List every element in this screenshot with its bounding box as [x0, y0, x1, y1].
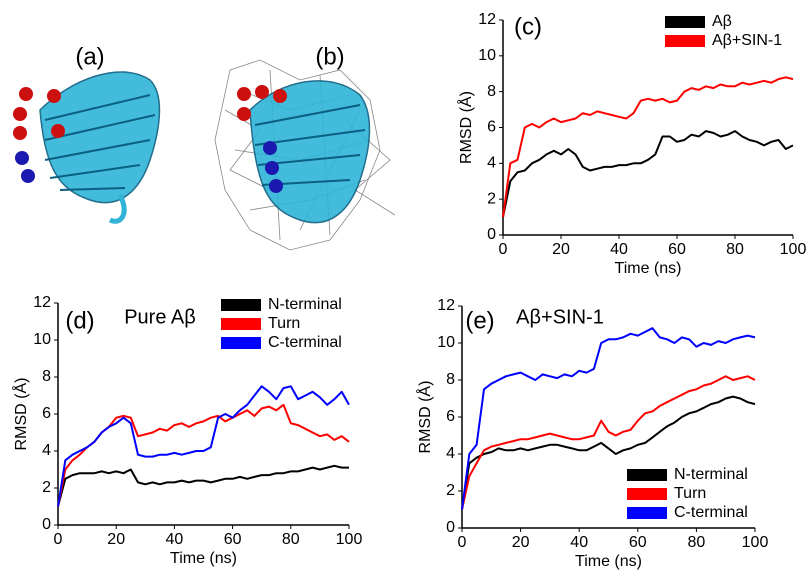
molecule-a: (a): [13, 43, 161, 224]
y-tick-label: 4: [487, 155, 496, 172]
y-axis-label: RMSD (Å): [456, 91, 475, 164]
x-tick-label: 100: [336, 531, 363, 548]
y-axis-label: RMSD (Å): [415, 381, 434, 454]
x-tick-label: 40: [570, 534, 588, 551]
y-tick-label: 6: [487, 119, 496, 136]
legend-swatch: [627, 488, 667, 500]
y-axis-label: RMSD (Å): [11, 378, 30, 451]
y-tick-label: 2: [42, 479, 51, 496]
legend-swatch: [665, 35, 705, 47]
chart-title: (e): [465, 307, 494, 334]
y-tick-label: 2: [487, 190, 496, 207]
x-tick-label: 60: [629, 534, 647, 551]
chart-title: (c): [514, 13, 542, 40]
x-tick-label: 80: [688, 534, 706, 551]
molecule-b: (b): [214, 43, 396, 251]
legend-label: C-terminal: [268, 334, 342, 351]
legend-label: Aβ: [712, 13, 732, 30]
legend-swatch: [221, 299, 261, 311]
y-tick-label: 8: [42, 368, 51, 385]
y-tick-label: 4: [42, 442, 51, 459]
series-line: [502, 76, 794, 218]
x-tick-label: 80: [282, 531, 300, 548]
x-tick-label: 0: [458, 534, 467, 551]
panel-label: (a): [75, 43, 104, 70]
x-tick-label: 20: [552, 241, 570, 258]
x-tick-label: 0: [499, 241, 508, 258]
x-tick-label: 60: [668, 241, 686, 258]
y-tick-label: 12: [33, 294, 51, 311]
y-tick-label: 12: [478, 11, 496, 28]
legend-swatch: [221, 337, 261, 349]
x-tick-label: 60: [224, 531, 242, 548]
series-line: [461, 375, 756, 510]
legend-label: C-terminal: [674, 504, 748, 521]
legend-swatch: [221, 318, 261, 330]
legend-label: N-terminal: [268, 296, 342, 313]
y-tick-label: 8: [446, 371, 455, 388]
x-tick-label: 100: [780, 241, 807, 258]
legend-swatch: [665, 16, 705, 28]
x-tick-label: 40: [166, 531, 184, 548]
series-line: [461, 327, 756, 510]
y-tick-label: 0: [487, 226, 496, 243]
y-tick-label: 8: [487, 83, 496, 100]
legend-swatch: [627, 469, 667, 481]
x-tick-label: 80: [726, 241, 744, 258]
y-tick-label: 2: [446, 482, 455, 499]
chart-title: (d): [65, 307, 94, 334]
y-tick-label: 12: [437, 297, 455, 314]
y-tick-label: 4: [446, 445, 455, 462]
series-line: [502, 130, 794, 218]
series-line: [57, 464, 349, 507]
legend-label: N-terminal: [674, 466, 748, 483]
legend-label: Turn: [674, 485, 706, 502]
legend-swatch: [627, 507, 667, 519]
series-line: [461, 395, 756, 510]
x-tick-label: 20: [512, 534, 530, 551]
x-tick-label: 40: [610, 241, 628, 258]
y-tick-label: 10: [478, 47, 496, 64]
x-axis-label: Time (ns): [170, 550, 237, 567]
legend-label: Aβ+SIN-1: [712, 32, 782, 49]
y-tick-label: 10: [437, 334, 455, 351]
x-axis-label: Time (ns): [575, 553, 642, 570]
y-tick-label: 6: [42, 405, 51, 422]
y-tick-label: 6: [446, 408, 455, 425]
y-tick-label: 0: [446, 519, 455, 536]
x-axis-label: Time (ns): [615, 260, 682, 277]
x-tick-label: 20: [107, 531, 125, 548]
y-tick-label: 0: [42, 516, 51, 533]
y-tick-label: 10: [33, 331, 51, 348]
x-tick-label: 0: [54, 531, 63, 548]
chart-subtitle: Pure Aβ: [124, 306, 196, 328]
series-line: [57, 385, 350, 507]
legend-label: Turn: [268, 315, 300, 332]
panel-label: (b): [315, 43, 344, 70]
series-line: [57, 403, 350, 507]
chart-subtitle: Aβ+SIN-1: [516, 306, 604, 328]
x-tick-label: 100: [742, 534, 769, 551]
